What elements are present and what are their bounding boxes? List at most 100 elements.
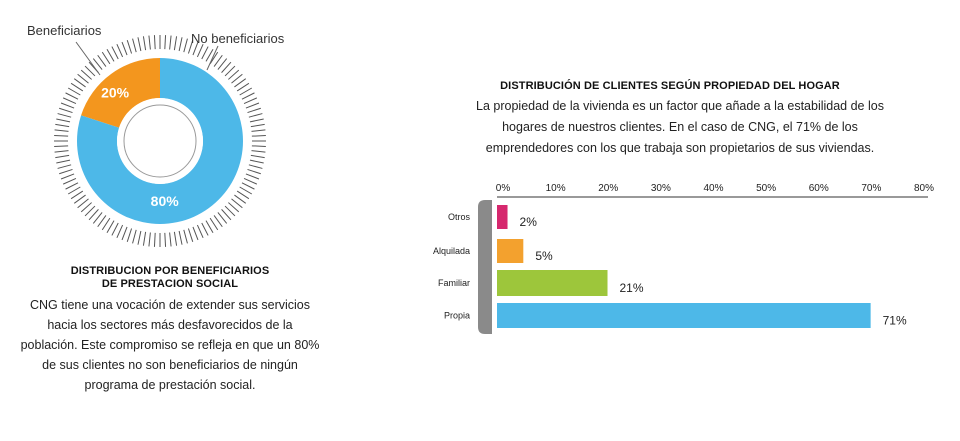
donut-tick [132, 38, 137, 53]
category-label: Otros [448, 212, 471, 222]
donut-tick [248, 113, 263, 118]
donut-tick [241, 182, 255, 190]
category-label: Propia [444, 311, 470, 321]
donut-tick [59, 107, 73, 114]
donut-tick [67, 87, 81, 96]
donut-tick [116, 224, 124, 239]
category-label: Alquilada [433, 246, 470, 256]
donut-tick [209, 217, 219, 231]
category-label: Familiar [438, 278, 470, 288]
donut-tick [142, 231, 147, 246]
donut-tick [137, 37, 142, 52]
donut-tick [62, 97, 77, 105]
label-beneficiarios: Beneficiarios [27, 23, 102, 38]
donut-tick [73, 194, 86, 204]
donut-tick [251, 134, 266, 137]
donut-tick [148, 35, 151, 50]
donut-tick [55, 154, 70, 159]
donut-tick [231, 198, 243, 209]
donut-tick [65, 92, 79, 100]
donut-tick [249, 159, 264, 164]
donut-tick [192, 226, 199, 241]
donut-tick [67, 186, 81, 195]
donut-tick [228, 202, 240, 213]
donut-tick [251, 145, 266, 148]
donut-tick [224, 205, 236, 217]
donut-tick [84, 205, 96, 217]
donut-tick-ring [54, 35, 266, 247]
donut-tick [70, 82, 84, 92]
donut-tick [164, 35, 167, 50]
right-chart-title: DISTRIBUCIÓN DE CLIENTES SEGÚN PROPIEDAD… [500, 80, 840, 92]
x-tick-label: 60% [809, 183, 829, 194]
donut-tick [97, 215, 107, 228]
left-title-line1: DISTRIBUCION POR BENEFICIARIOS [70, 265, 270, 277]
donut-tick [116, 43, 124, 58]
donut-tick [221, 209, 232, 221]
leader-line-beneficiarios [75, 41, 101, 76]
bar-value-label: 71% [883, 314, 907, 328]
donut-tick [236, 190, 250, 200]
donut-tick [205, 220, 214, 234]
donut-tick [132, 229, 137, 244]
donut-tick [243, 97, 258, 105]
slice-beneficiarios [81, 57, 160, 128]
donut-tick [173, 36, 178, 51]
donut-tick [73, 78, 86, 88]
donut-tick [247, 168, 261, 175]
donut-tick [205, 48, 214, 62]
donut-inner-ring [123, 104, 197, 178]
donut-tick [106, 220, 115, 234]
donut-tick [196, 43, 204, 58]
donut-tick [213, 54, 223, 67]
donut-tick [239, 186, 253, 195]
donut-tick [56, 118, 71, 123]
donut-tick [183, 229, 188, 244]
donut-tick [126, 228, 133, 242]
donut-tick [164, 232, 167, 247]
donut-tick [54, 134, 69, 137]
x-tick-label: 70% [861, 183, 881, 194]
donut-tick [111, 222, 119, 236]
donut-tick [245, 173, 260, 180]
donut-tick [209, 51, 219, 65]
donut-tick [187, 228, 194, 242]
donut-tick [126, 40, 133, 54]
donut-tick [187, 40, 194, 54]
donut-tick [178, 37, 183, 52]
donut-tick [224, 65, 236, 77]
x-tick-label: 10% [546, 183, 566, 194]
bar-value-label: 5% [535, 249, 553, 263]
donut-tick [137, 230, 142, 245]
donut-value-label: 20% [101, 85, 130, 101]
donut-tick [228, 69, 240, 80]
donut-tick [106, 48, 115, 62]
donut-tick [111, 46, 119, 60]
donut-tick [153, 35, 156, 50]
donut-tick [80, 69, 92, 80]
x-tick-label: 80% [914, 183, 934, 194]
donut-tick [248, 164, 263, 169]
donut-tick [121, 226, 128, 241]
bar-value-label: 2% [520, 215, 538, 229]
donut-tick [183, 38, 188, 53]
x-tick-label: 50% [756, 183, 776, 194]
donut-tick [234, 194, 247, 204]
donut-tick [249, 118, 264, 123]
donut-tick [92, 212, 103, 224]
donut-tick [121, 41, 128, 56]
donut-tick [101, 217, 111, 231]
donut-tick [239, 87, 253, 96]
donut-tick [169, 35, 172, 50]
donut-tick [55, 123, 70, 128]
x-tick-label: 0% [496, 183, 511, 194]
donut-tick [65, 182, 79, 190]
donut-tick [243, 177, 258, 185]
slice-no-beneficiarios [77, 58, 243, 224]
donut-tick [241, 92, 255, 100]
donut-tick [88, 209, 99, 221]
donut-tick [56, 159, 71, 164]
donut-tick [245, 102, 260, 109]
donut-tick [213, 215, 223, 228]
